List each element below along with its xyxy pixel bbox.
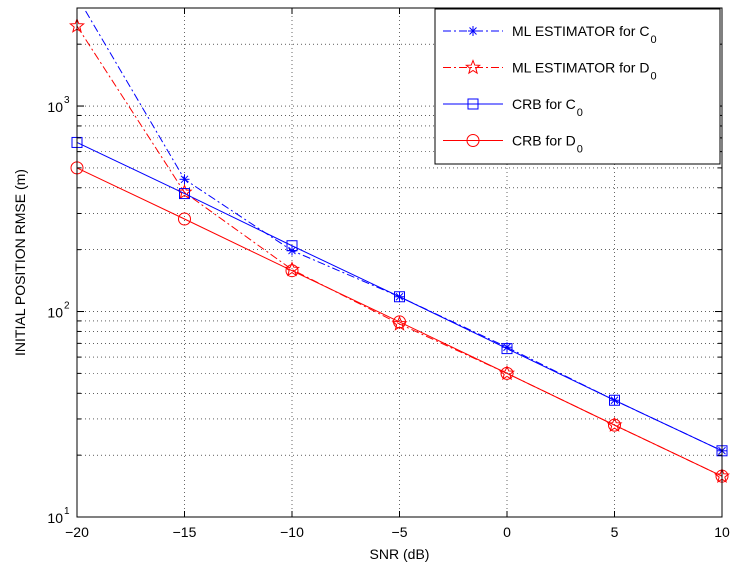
legend-label: CRB for C — [512, 96, 576, 112]
x-axis-label: SNR (dB) — [370, 546, 430, 562]
series-line — [77, 167, 722, 477]
data-point-marker — [609, 394, 620, 406]
y-tick-label: 10 — [47, 99, 63, 115]
x-tick-label: 10 — [714, 524, 730, 540]
data-point-marker — [501, 343, 513, 355]
series-group — [69, 10, 730, 483]
x-tick-label: −10 — [280, 524, 304, 540]
legend-label: ML ESTIMATOR for C — [512, 23, 649, 39]
legend-marker — [467, 98, 479, 110]
legend-item: ML ESTIMATOR for C0 — [443, 23, 657, 46]
legend-item: CRB for C0 — [443, 96, 583, 119]
data-point-marker — [500, 366, 514, 380]
legend-label: CRB for D — [512, 133, 576, 149]
y-tick-exponent: 2 — [64, 301, 70, 312]
data-point-marker — [608, 418, 621, 432]
legend-label: ML ESTIMATOR for D — [512, 60, 649, 76]
legend-label-subscript: 0 — [577, 144, 583, 156]
y-tick-exponent: 3 — [64, 95, 70, 106]
legend-marker — [466, 134, 480, 147]
x-tick-label: 0 — [503, 524, 511, 540]
data-point-marker — [286, 240, 298, 252]
x-tick-label: −5 — [392, 524, 408, 540]
data-point-marker — [178, 212, 191, 226]
series-line — [77, 141, 722, 452]
data-point-marker — [179, 174, 190, 185]
y-tick-label: 10 — [47, 305, 63, 321]
legend-marker — [465, 59, 481, 75]
y-tick-exponent: 1 — [64, 506, 70, 517]
y-tick-label: 10 — [47, 510, 63, 526]
data-point-marker — [391, 315, 408, 331]
data-point-marker — [179, 188, 190, 200]
y-axis-label: INITIAL POSITION RMSE (m) — [12, 169, 28, 356]
legend-label-subscript: 0 — [577, 107, 583, 119]
data-point-marker — [393, 315, 406, 329]
legend-label-subscript: 0 — [650, 34, 656, 46]
legend-box — [434, 8, 721, 165]
x-tick-label: −15 — [173, 524, 197, 540]
x-tick-label: 5 — [611, 524, 619, 540]
data-point-marker — [285, 264, 299, 278]
legend-item: ML ESTIMATOR for D0 — [443, 59, 657, 83]
data-point-marker — [394, 291, 405, 303]
legend-marker — [468, 26, 478, 36]
x-tick-label: −20 — [65, 524, 89, 540]
legend-label-subscript: 0 — [650, 71, 656, 83]
legend-item: CRB for D0 — [443, 133, 583, 156]
